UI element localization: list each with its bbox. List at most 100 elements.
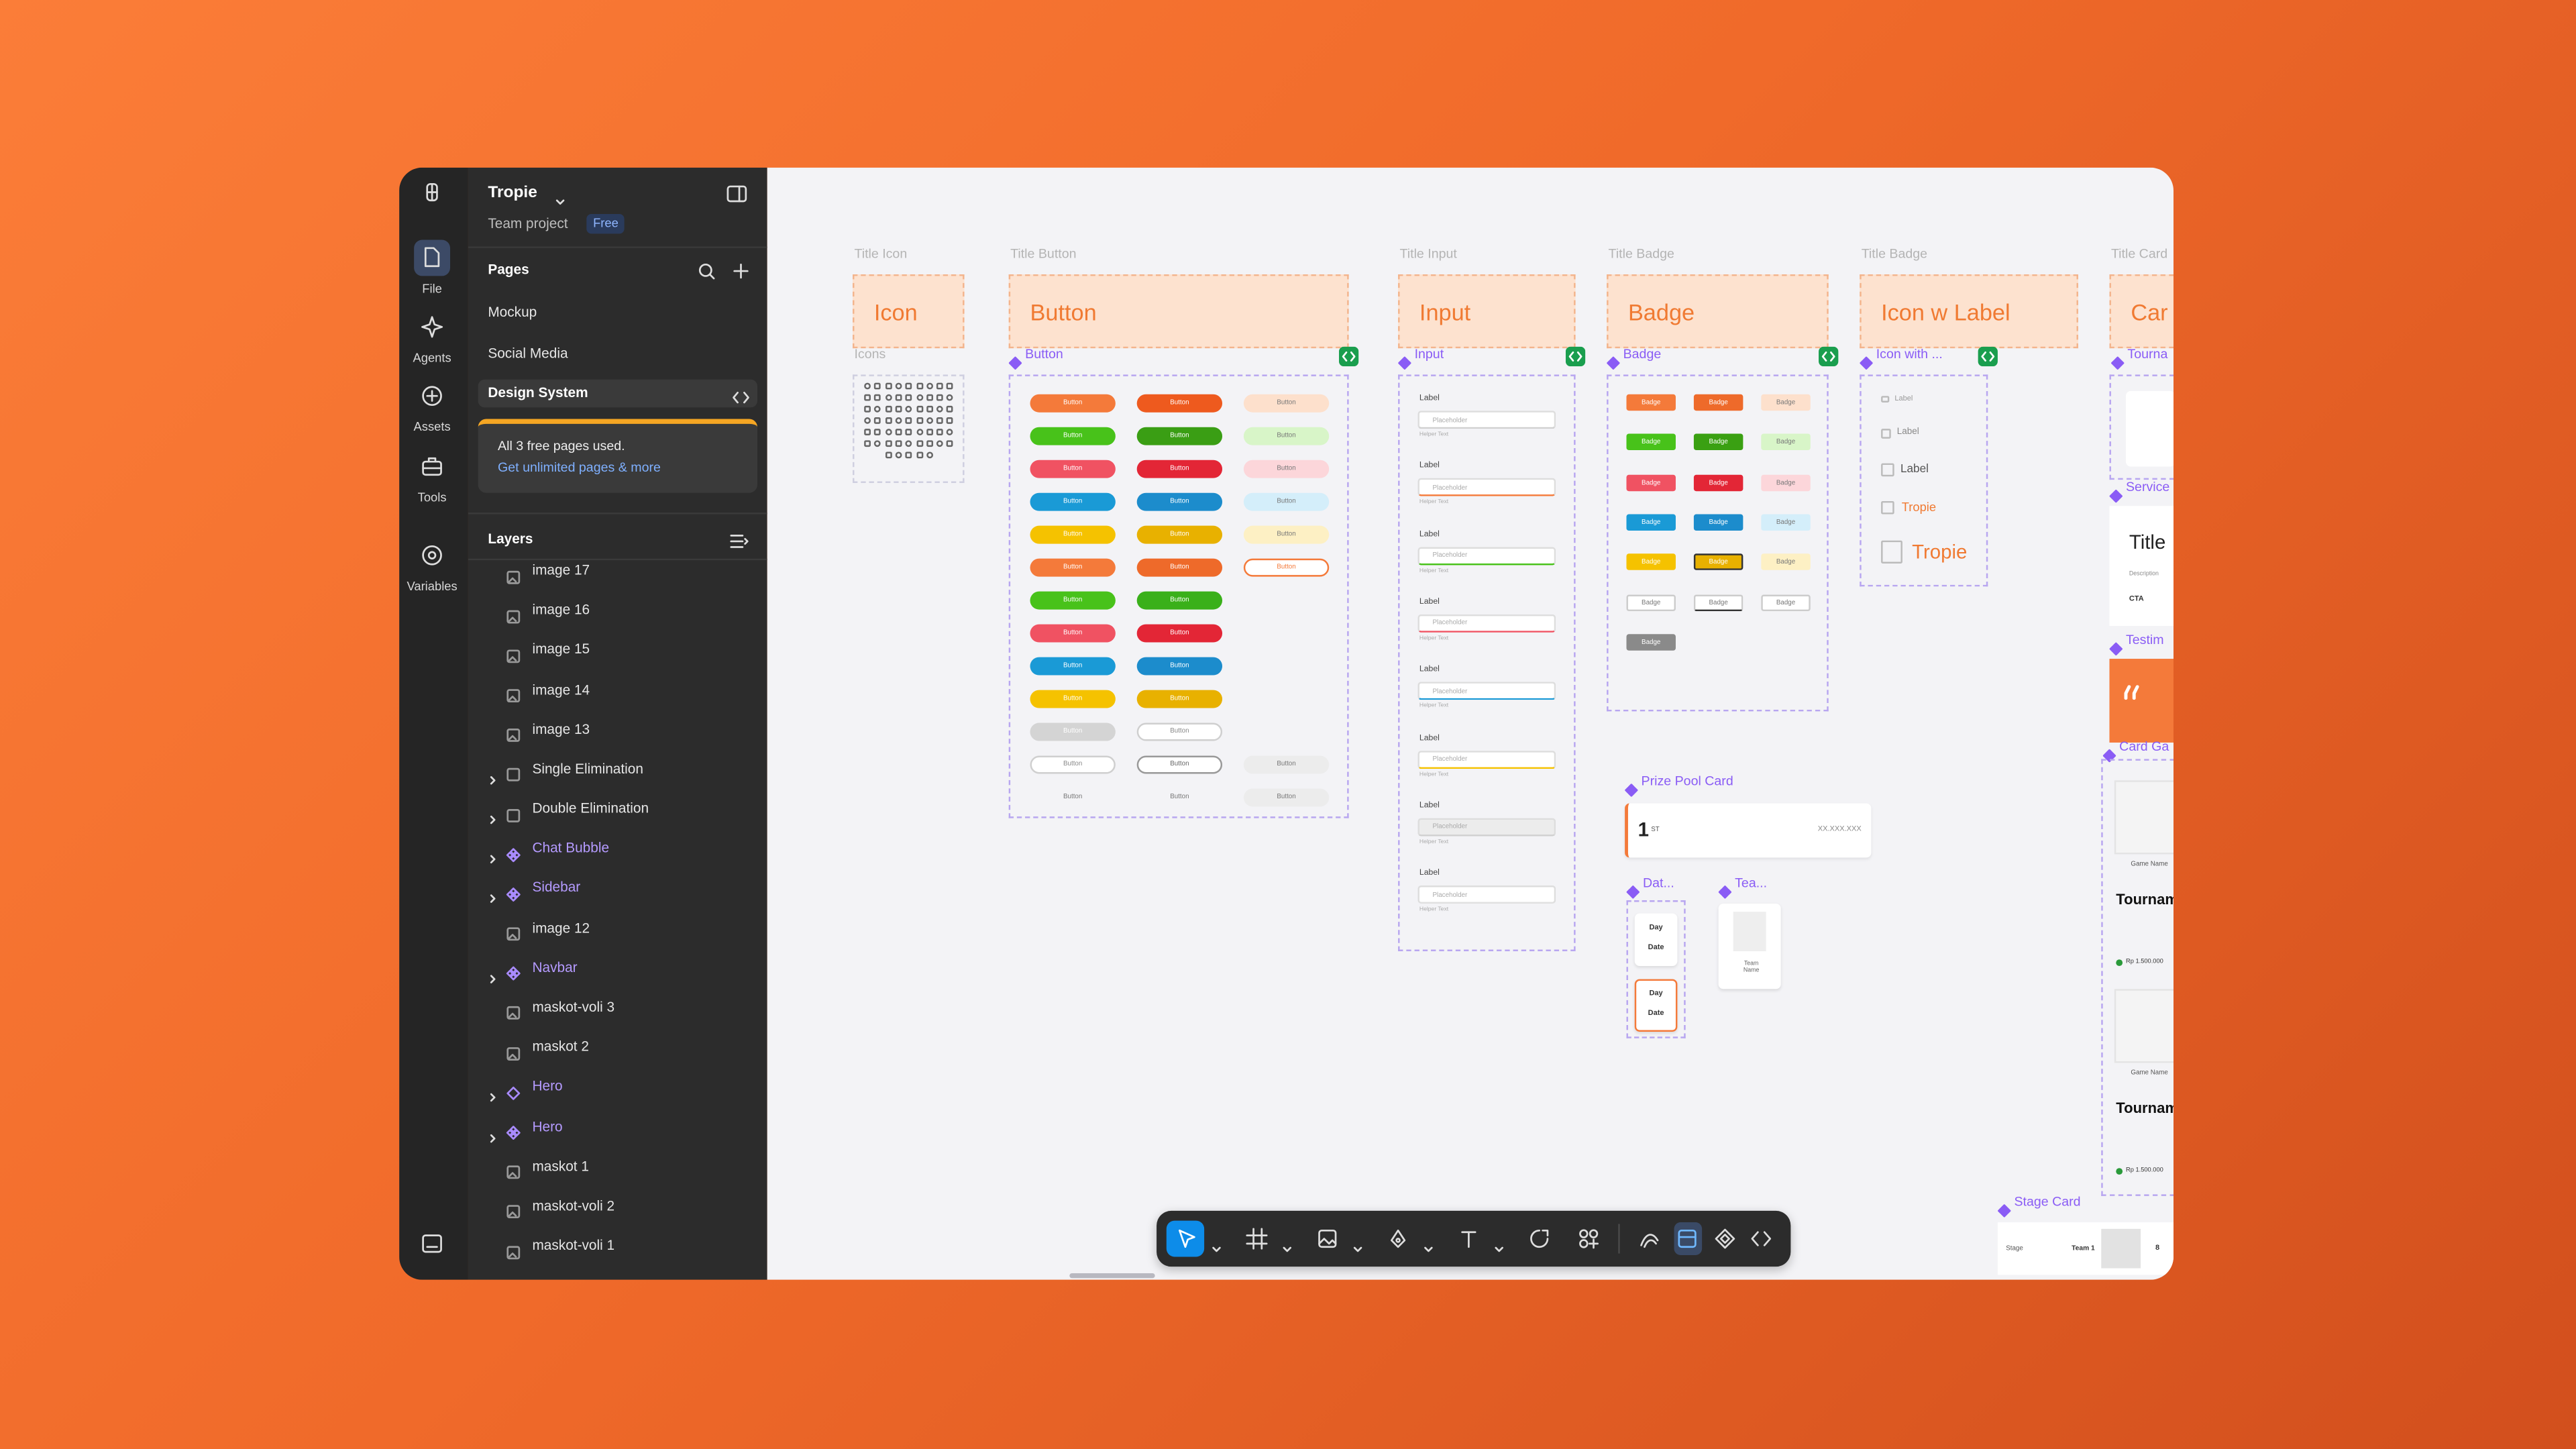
button-sample[interactable] [1030, 689, 1116, 708]
button-label[interactable]: Button [1063, 594, 1083, 603]
rail-icon[interactable] [419, 453, 445, 480]
input-field[interactable] [1417, 818, 1556, 837]
rail-icon[interactable] [419, 542, 445, 568]
button-label[interactable]: Button [1277, 792, 1296, 800]
layer-name[interactable]: image 13 [532, 720, 590, 737]
component-label[interactable]: Input [1414, 346, 1444, 362]
layer-name[interactable]: maskot 2 [532, 1038, 589, 1055]
tool-button[interactable] [1750, 1227, 1772, 1250]
button-sample[interactable] [1030, 557, 1116, 576]
button-sample[interactable] [1030, 722, 1116, 741]
tool-chevron[interactable] [1281, 1234, 1293, 1252]
layer-name[interactable]: Navbar [532, 959, 578, 975]
button-sample[interactable] [1030, 525, 1116, 543]
button-sample[interactable] [1136, 590, 1223, 609]
tool-button[interactable] [1676, 1227, 1699, 1250]
tool-button[interactable] [1245, 1227, 1268, 1250]
tool-button[interactable] [1713, 1227, 1736, 1250]
tool-button[interactable] [1387, 1227, 1409, 1250]
rail-label[interactable]: File [422, 281, 442, 297]
rail-label[interactable]: Tools [417, 490, 447, 505]
button-label[interactable]: Button [1063, 561, 1083, 570]
expand-arrow[interactable] [488, 843, 498, 864]
layer-name[interactable]: Single Elimination [532, 759, 643, 777]
button-label[interactable]: Button [1170, 726, 1189, 735]
button-sample[interactable] [1136, 557, 1223, 576]
expand-arrow[interactable] [488, 883, 498, 904]
code-badge[interactable] [1338, 345, 1359, 367]
component-label[interactable]: Card Ga [2119, 739, 2169, 755]
button-label[interactable]: Button [1277, 561, 1296, 570]
button-label[interactable]: Button [1063, 430, 1083, 439]
button-sample[interactable] [1030, 755, 1116, 773]
rail-label[interactable]: Variables [407, 578, 458, 594]
button-sample[interactable] [1243, 393, 1330, 412]
layer-name[interactable]: image 14 [532, 680, 590, 698]
tool-chevron[interactable] [1211, 1234, 1222, 1252]
button-label[interactable]: Button [1063, 529, 1083, 537]
code-badge[interactable] [1819, 345, 1839, 367]
button-label[interactable]: Button [1063, 759, 1083, 767]
button-sample[interactable] [1030, 459, 1116, 478]
tool-button[interactable] [1528, 1227, 1551, 1250]
input-field[interactable] [1417, 885, 1556, 904]
button-sample[interactable] [1243, 525, 1330, 543]
button-label[interactable]: Button [1170, 792, 1189, 800]
button-label[interactable]: Button [1170, 759, 1189, 767]
component-label[interactable]: Service [2125, 480, 2170, 495]
button-sample[interactable] [1243, 755, 1330, 773]
button-label[interactable]: Button [1170, 397, 1189, 406]
button-sample[interactable] [1136, 492, 1223, 511]
layer-name[interactable]: maskot-voli 1 [532, 1236, 615, 1254]
button-label[interactable]: Button [1277, 759, 1296, 767]
add-page[interactable] [731, 260, 751, 279]
component-label[interactable]: Stage Card [2014, 1194, 2081, 1210]
component-label[interactable]: Icon with ... [1876, 346, 1943, 362]
layer-name[interactable]: Double Elimination [532, 800, 649, 816]
button-label[interactable]: Button [1277, 430, 1296, 439]
button-label[interactable]: Button [1170, 693, 1189, 702]
button-sample[interactable] [1030, 492, 1116, 511]
button-label[interactable]: Button [1170, 496, 1189, 504]
tool-chevron[interactable] [1493, 1234, 1505, 1252]
button-sample[interactable] [1243, 557, 1330, 576]
button-sample[interactable] [1136, 459, 1223, 478]
rail-label[interactable]: Assets [413, 419, 451, 435]
expand-arrow[interactable] [488, 804, 498, 824]
button-label[interactable]: Button [1170, 561, 1189, 570]
input-field[interactable] [1417, 682, 1556, 700]
button-sample[interactable] [1136, 393, 1223, 412]
layer-name[interactable]: Chat Bubble [532, 839, 610, 856]
component-label[interactable]: Button [1025, 346, 1063, 362]
expand-arrow[interactable] [488, 764, 498, 785]
tool-button[interactable] [1316, 1227, 1339, 1250]
layer-name[interactable]: Hero [532, 1077, 563, 1095]
button-label[interactable]: Button [1170, 627, 1189, 636]
button-label[interactable]: Button [1277, 463, 1296, 472]
component-label[interactable]: Testim [2125, 632, 2164, 647]
tool-chevron[interactable] [1352, 1234, 1364, 1252]
search-pages[interactable] [696, 260, 716, 280]
dev-mode-icon[interactable] [731, 384, 751, 404]
layer-name[interactable]: image 17 [532, 561, 590, 578]
input-field[interactable] [1417, 478, 1556, 497]
rail-bottom-icon[interactable] [419, 1230, 445, 1256]
button-label[interactable]: Button [1277, 529, 1296, 537]
button-sample[interactable] [1030, 590, 1116, 609]
toggle-panel[interactable] [726, 182, 747, 203]
tool-button[interactable] [1577, 1227, 1600, 1250]
rail-icon[interactable] [419, 245, 445, 271]
button-label[interactable]: Button [1063, 627, 1083, 636]
page-item[interactable]: Mockup [488, 303, 537, 320]
page-item[interactable]: Social Media [488, 344, 568, 362]
button-sample[interactable] [1136, 426, 1223, 445]
button-sample[interactable] [1243, 492, 1330, 511]
input-field[interactable] [1417, 546, 1556, 565]
button-sample[interactable] [1136, 722, 1223, 741]
button-sample[interactable] [1136, 623, 1223, 642]
layer-name[interactable]: maskot 1 [532, 1157, 589, 1174]
button-sample[interactable] [1030, 656, 1116, 675]
button-label[interactable]: Button [1170, 594, 1189, 603]
notice-link[interactable]: Get unlimited pages & more [498, 460, 661, 475]
button-sample[interactable] [1136, 656, 1223, 675]
